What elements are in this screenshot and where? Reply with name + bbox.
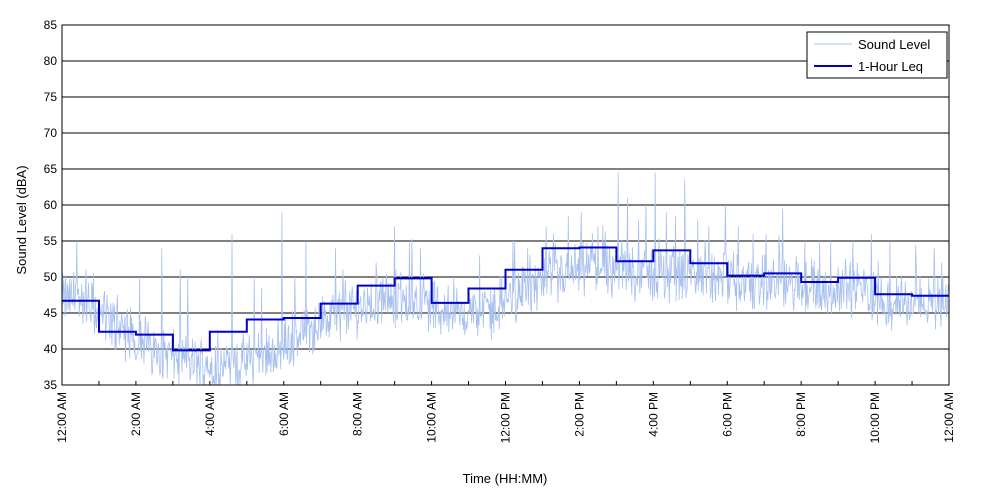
legend-label-1-hour-leq: 1-Hour Leq	[858, 59, 923, 74]
y-tick-label: 80	[44, 54, 58, 68]
x-tick-label: 10:00 PM	[868, 392, 882, 443]
x-tick-label: 12:00 PM	[499, 392, 513, 443]
legend: Sound Level 1-Hour Leq	[806, 31, 948, 79]
y-tick-label: 45	[44, 306, 58, 320]
y-tick-label: 55	[44, 234, 58, 248]
x-tick-label: 8:00 AM	[351, 392, 365, 436]
plot-frame	[61, 24, 950, 386]
legend-label-sound-level: Sound Level	[858, 37, 930, 52]
x-tick-label: 2:00 AM	[129, 392, 143, 436]
x-tick-label: 12:00 AM	[55, 392, 69, 443]
y-tick-label: 35	[44, 378, 58, 392]
y-tick-labels: 35 40 45 50 55 60 65 70 75 80 85	[44, 18, 58, 392]
x-tick-label: 6:00 PM	[720, 392, 734, 437]
y-axis-title: Sound Level (dBA)	[14, 165, 29, 274]
series-1-hour-leq-line	[62, 246, 949, 352]
x-tick-label: 4:00 PM	[646, 392, 660, 437]
y-tick-label: 50	[44, 270, 58, 284]
x-axis-title: Time (HH:MM)	[463, 471, 548, 486]
y-tick-label: 65	[44, 162, 58, 176]
x-tick-label: 8:00 PM	[794, 392, 808, 437]
series-lines	[61, 172, 950, 386]
x-tick-label: 10:00 AM	[425, 392, 439, 443]
y-tick-label: 75	[44, 90, 58, 104]
legend-box	[806, 31, 948, 79]
x-tick-label: 12:00 AM	[942, 392, 956, 443]
y-tick-label: 85	[44, 18, 58, 32]
x-tick-label: 6:00 AM	[277, 392, 291, 436]
x-tick-label: 4:00 AM	[203, 392, 217, 436]
x-tick-labels: 12:00 AM 2:00 AM 4:00 AM 6:00 AM 8:00 AM 10:0…	[55, 392, 956, 443]
y-tick-label: 70	[44, 126, 58, 140]
y-tick-label: 60	[44, 198, 58, 212]
y-tick-label: 40	[44, 342, 58, 356]
x-tick-label: 2:00 PM	[572, 392, 586, 437]
